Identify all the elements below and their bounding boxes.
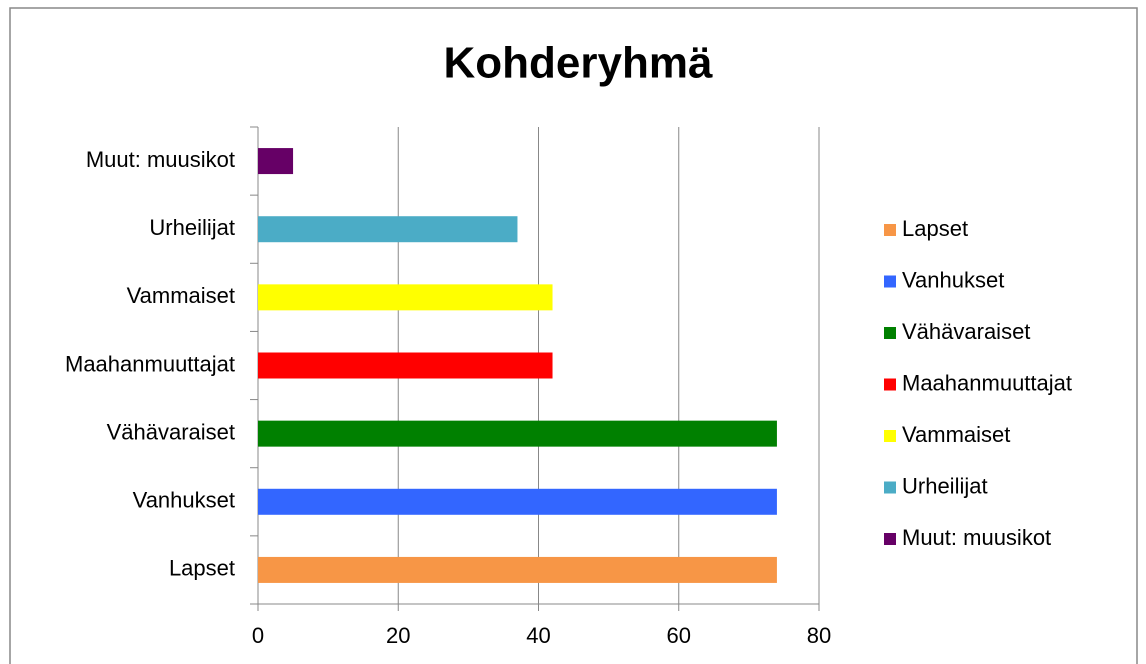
x-tick-label: 20 bbox=[386, 623, 410, 648]
x-tick-label: 60 bbox=[667, 623, 691, 648]
chart-frame bbox=[9, 7, 1138, 664]
chart-title: Kohderyhmä bbox=[444, 39, 713, 88]
legend-label: Muut: muusikot bbox=[902, 525, 1051, 550]
y-tick-label: Urheilijat bbox=[149, 215, 235, 240]
y-tick-label: Vähävaraiset bbox=[107, 419, 235, 444]
y-tick-label: Vammaiset bbox=[127, 283, 235, 308]
y-tick-label: Lapset bbox=[169, 556, 235, 581]
legend-swatch bbox=[884, 378, 896, 391]
bar bbox=[258, 284, 553, 311]
legend-label: Urheilijat bbox=[902, 473, 988, 498]
bar bbox=[258, 420, 777, 447]
legend-label: Vähävaraiset bbox=[902, 319, 1030, 344]
legend-label: Lapset bbox=[902, 216, 968, 241]
legend-swatch bbox=[884, 275, 896, 288]
legend-label: Maahanmuuttajat bbox=[902, 370, 1072, 395]
y-tick-label: Vanhukset bbox=[133, 488, 235, 513]
legend-swatch bbox=[884, 430, 896, 442]
bar bbox=[258, 216, 518, 243]
legend-swatch bbox=[884, 327, 896, 339]
legend-label: Vammaiset bbox=[902, 422, 1010, 447]
legend-swatch bbox=[884, 481, 896, 494]
y-tick-label: Muut: muusikot bbox=[86, 147, 235, 172]
x-tick-label: 80 bbox=[807, 623, 831, 648]
x-tick-label: 0 bbox=[252, 623, 264, 648]
bar bbox=[258, 488, 777, 515]
legend-swatch bbox=[884, 533, 896, 545]
bar bbox=[258, 556, 777, 583]
y-tick-label: Maahanmuuttajat bbox=[65, 351, 235, 376]
bar bbox=[258, 148, 294, 175]
x-tick-label: 40 bbox=[526, 623, 550, 648]
bar bbox=[258, 352, 553, 379]
legend-label: Vanhukset bbox=[902, 267, 1004, 292]
legend-swatch bbox=[884, 224, 896, 236]
